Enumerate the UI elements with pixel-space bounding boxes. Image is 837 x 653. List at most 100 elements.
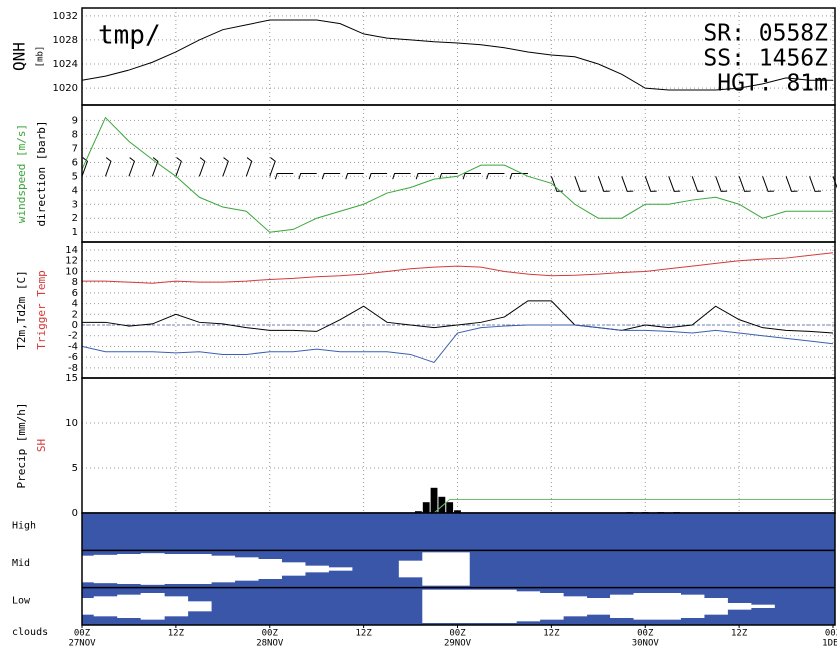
- y-tick-label: 6: [72, 288, 78, 299]
- cloud-cover: [516, 591, 541, 622]
- date-label: 1DEC: [822, 639, 837, 649]
- precip-bar: [422, 502, 430, 513]
- wind-barb: [274, 173, 294, 180]
- y-tick-label: 4: [72, 299, 78, 310]
- cloud-cover: [140, 593, 165, 620]
- cloud-cover: [93, 596, 118, 617]
- cloud-cover: [187, 601, 212, 612]
- cloud-cover: [164, 554, 189, 584]
- wind-barb: [345, 173, 364, 180]
- wind-barb: [81, 157, 89, 177]
- cloud-layer-label: High: [12, 521, 36, 532]
- wind-barb: [321, 173, 341, 180]
- wind-barb: [785, 176, 798, 192]
- y-tick-label: 2: [72, 309, 78, 320]
- wind-barb: [415, 173, 435, 180]
- wind-barb: [368, 173, 388, 180]
- series-line: [82, 252, 834, 284]
- series-line: [433, 499, 833, 514]
- x-tick-label: 12Z: [543, 629, 560, 639]
- chart-title: tmp/: [98, 21, 161, 51]
- info-text: SR: 0558Z: [703, 21, 828, 47]
- precip-bar: [430, 487, 438, 513]
- series-line: [82, 300, 834, 334]
- wind-barb: [198, 157, 206, 177]
- wind-barb: [175, 157, 182, 177]
- cloud-cover: [469, 589, 494, 623]
- y-tick-label: -8: [68, 363, 78, 374]
- precip-bar: [414, 511, 422, 513]
- y-tick-label: -6: [68, 352, 78, 363]
- y-tick-label: 3: [72, 199, 78, 210]
- cloud-cover: [727, 603, 752, 610]
- cloud-cover: [422, 552, 447, 586]
- wind-barb: [128, 157, 136, 177]
- wind-barb: [486, 173, 505, 180]
- y-tick-label: 14: [65, 245, 78, 256]
- y-axis-label: QNH: [10, 42, 29, 71]
- wind-barb: [691, 176, 704, 192]
- cloud-cover: [656, 593, 681, 620]
- y-tick-label: 4: [72, 185, 78, 196]
- cloud-cover: [117, 554, 142, 584]
- cloud-cover: [187, 554, 212, 584]
- cloud-cover: [398, 560, 423, 578]
- y-tick-label: 10: [65, 266, 78, 277]
- wind-barb: [809, 176, 822, 192]
- wind-barb: [738, 176, 751, 192]
- info-text: SS: 1456Z: [703, 46, 828, 72]
- wind-barb: [298, 173, 317, 180]
- y-axis-label-secondary: Trigger Temp: [35, 270, 48, 349]
- y-tick-label: 8: [72, 277, 78, 288]
- y-tick-label: 0: [72, 320, 78, 331]
- cloud-cover: [234, 557, 259, 581]
- y-tick-label: 1028: [53, 35, 78, 46]
- cloud-cover: [117, 594, 142, 618]
- wind-barb: [462, 173, 481, 180]
- y-tick-label: 10: [65, 418, 78, 429]
- wind-barb: [668, 176, 681, 192]
- date-label: 30NOV: [632, 639, 660, 649]
- y-tick-label: 1024: [53, 59, 78, 70]
- cloud-cover: [445, 552, 470, 586]
- cloud-cover: [563, 596, 588, 617]
- cloud-layer-label: Mid: [12, 558, 30, 569]
- wind-barb: [574, 176, 587, 192]
- y-tick-label: 15: [65, 373, 78, 384]
- cloud-cover: [445, 589, 470, 623]
- y-axis-label-secondary: SH: [35, 439, 48, 452]
- info-text: HGT: 81m: [717, 71, 828, 97]
- cloud-cover: [539, 593, 564, 620]
- x-tick-label: 00Z: [825, 629, 837, 639]
- precip-bar: [454, 510, 461, 513]
- date-label: 29NOV: [444, 639, 472, 649]
- cloud-cover: [610, 594, 635, 618]
- y-tick-label: 1032: [53, 11, 78, 22]
- precip-bar: [438, 496, 446, 513]
- cloud-cover: [328, 567, 353, 571]
- wind-barb: [222, 157, 229, 177]
- wind-barb: [104, 157, 112, 177]
- y-tick-label: 0: [72, 508, 78, 519]
- cloud-cover: [304, 565, 329, 573]
- wind-barb: [715, 176, 728, 192]
- cloud-cover: [281, 562, 306, 576]
- date-label: 27NOV: [68, 639, 96, 649]
- cloud-cover: [422, 589, 447, 623]
- cloud-cover: [633, 593, 658, 620]
- wind-barb: [269, 157, 276, 177]
- y-tick-label: 1: [72, 227, 78, 238]
- y-tick-label: 12: [65, 256, 78, 267]
- cloud-cover: [586, 598, 611, 615]
- y-axis-label-secondary: direction [barb]: [35, 121, 48, 227]
- x-tick-label: 12Z: [355, 629, 372, 639]
- series-line: [81, 324, 834, 364]
- precip-bar: [446, 502, 454, 513]
- date-label: 28NOV: [256, 639, 284, 649]
- wind-barb: [392, 173, 411, 180]
- y-axis-label-secondary: [mb]: [36, 46, 46, 68]
- cloud-cover: [750, 604, 775, 608]
- x-tick-label: 12Z: [731, 629, 748, 639]
